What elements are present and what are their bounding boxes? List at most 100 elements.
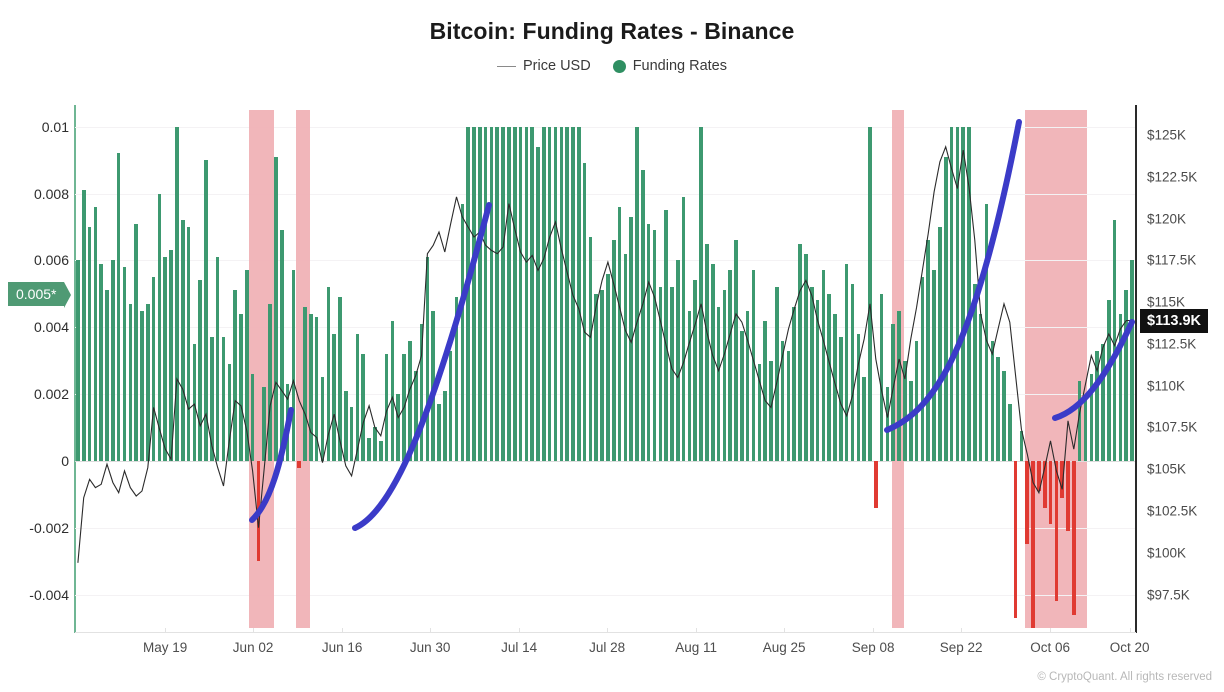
funding-rate-bar[interactable] bbox=[169, 250, 173, 461]
funding-rate-bar[interactable] bbox=[151, 277, 156, 461]
funding-rate-bar[interactable] bbox=[658, 287, 663, 461]
funding-rate-bar[interactable] bbox=[495, 126, 500, 461]
funding-rate-bar[interactable] bbox=[93, 206, 98, 461]
funding-rate-bar[interactable] bbox=[512, 126, 517, 461]
funding-rate-bar[interactable] bbox=[780, 340, 785, 461]
funding-rate-bar[interactable] bbox=[443, 390, 447, 461]
funding-rate-bar[interactable] bbox=[559, 126, 564, 461]
funding-rate-bar[interactable] bbox=[367, 437, 371, 461]
funding-rate-bar[interactable] bbox=[1083, 397, 1088, 461]
funding-rate-bar[interactable] bbox=[1112, 220, 1117, 461]
funding-rate-bar[interactable] bbox=[227, 363, 232, 461]
funding-rate-bar[interactable] bbox=[466, 126, 470, 461]
funding-rate-bar[interactable] bbox=[262, 387, 267, 461]
funding-rate-bar[interactable] bbox=[932, 270, 936, 461]
funding-rate-bar[interactable] bbox=[850, 283, 855, 461]
funding-rate-bar[interactable] bbox=[798, 243, 802, 461]
funding-rate-bar[interactable] bbox=[99, 263, 103, 461]
funding-rate-bar[interactable] bbox=[530, 126, 534, 461]
funding-rate-bar[interactable] bbox=[221, 337, 226, 461]
funding-rate-bar[interactable] bbox=[652, 230, 657, 461]
funding-rate-bar[interactable] bbox=[576, 126, 581, 461]
funding-rate-bar[interactable] bbox=[868, 126, 872, 461]
funding-rate-bar[interactable] bbox=[891, 323, 896, 461]
funding-rate-bar[interactable] bbox=[344, 390, 348, 461]
funding-rate-bar[interactable] bbox=[448, 350, 453, 461]
funding-rate-bar[interactable] bbox=[1042, 460, 1047, 508]
funding-rate-bar[interactable] bbox=[705, 243, 709, 461]
funding-rate-bar[interactable] bbox=[518, 126, 523, 461]
funding-rate-bar[interactable] bbox=[198, 280, 202, 461]
funding-rate-bar[interactable] bbox=[786, 350, 791, 461]
funding-rate-bar[interactable] bbox=[1025, 460, 1030, 545]
funding-rate-bar[interactable] bbox=[279, 230, 284, 461]
funding-rate-bar[interactable] bbox=[775, 287, 779, 461]
funding-rate-bar[interactable] bbox=[81, 190, 86, 461]
funding-rate-bar[interactable] bbox=[745, 310, 750, 461]
funding-rate-bar[interactable] bbox=[472, 126, 476, 461]
funding-rate-bar[interactable] bbox=[844, 263, 849, 461]
funding-rate-bar[interactable] bbox=[734, 240, 738, 461]
funding-rate-bar[interactable] bbox=[1089, 374, 1094, 461]
funding-rate-bar[interactable] bbox=[419, 323, 424, 461]
funding-rate-bar[interactable] bbox=[635, 126, 639, 461]
funding-rate-bar[interactable] bbox=[437, 404, 441, 461]
funding-rate-bar[interactable] bbox=[804, 253, 808, 461]
funding-rate-bar[interactable] bbox=[245, 270, 249, 461]
funding-rate-bar[interactable] bbox=[175, 126, 179, 461]
funding-rate-bar[interactable] bbox=[1048, 460, 1053, 525]
funding-rate-bar[interactable] bbox=[938, 226, 942, 461]
funding-rate-bar[interactable] bbox=[460, 203, 465, 461]
funding-rate-bar[interactable] bbox=[833, 313, 837, 461]
funding-rate-bar[interactable] bbox=[961, 126, 965, 461]
funding-rate-bar[interactable] bbox=[617, 206, 622, 461]
funding-rate-bar[interactable] bbox=[973, 283, 977, 461]
funding-rate-bar[interactable] bbox=[111, 260, 115, 461]
funding-rate-bar[interactable] bbox=[239, 313, 243, 461]
funding-rate-bar[interactable] bbox=[349, 407, 354, 461]
funding-rate-bar[interactable] bbox=[1095, 350, 1099, 461]
funding-rate-bar[interactable] bbox=[885, 387, 890, 461]
funding-rate-bar[interactable] bbox=[536, 146, 540, 461]
funding-rate-bar[interactable] bbox=[710, 263, 715, 461]
funding-rate-bar[interactable] bbox=[163, 257, 168, 461]
funding-rate-bar[interactable] bbox=[588, 236, 593, 461]
funding-rate-bar[interactable] bbox=[1118, 313, 1123, 461]
funding-rate-bar[interactable] bbox=[542, 126, 546, 461]
funding-rate-bar[interactable] bbox=[949, 126, 954, 461]
funding-rate-bar[interactable] bbox=[1019, 430, 1024, 461]
funding-rate-bar[interactable] bbox=[984, 203, 989, 461]
funding-rate-bar[interactable] bbox=[396, 394, 401, 461]
funding-rate-bar[interactable] bbox=[489, 126, 494, 461]
funding-rate-bar[interactable] bbox=[157, 193, 162, 461]
funding-rate-bar[interactable] bbox=[192, 343, 197, 461]
funding-rate-bar[interactable] bbox=[524, 126, 529, 461]
funding-rate-bar[interactable] bbox=[1054, 460, 1059, 602]
funding-rate-bar[interactable] bbox=[128, 303, 133, 461]
funding-rate-bar[interactable] bbox=[384, 353, 389, 461]
funding-rate-bar[interactable] bbox=[629, 216, 633, 461]
funding-rate-bar[interactable] bbox=[268, 303, 272, 461]
funding-rate-bar[interactable] bbox=[693, 280, 698, 461]
funding-rate-bar[interactable] bbox=[314, 317, 319, 461]
funding-rate-bar[interactable] bbox=[594, 293, 599, 461]
funding-rate-bar[interactable] bbox=[681, 196, 686, 461]
funding-rate-bar[interactable] bbox=[378, 440, 383, 461]
funding-rate-bar[interactable] bbox=[716, 307, 721, 461]
funding-rate-bar[interactable] bbox=[728, 270, 732, 461]
plot-area[interactable] bbox=[75, 110, 1135, 628]
funding-rate-bar[interactable] bbox=[996, 357, 1000, 461]
funding-rate-bar[interactable] bbox=[914, 340, 919, 461]
funding-rate-bar[interactable] bbox=[670, 287, 674, 461]
funding-rate-bar[interactable] bbox=[792, 307, 797, 461]
funding-rate-bar[interactable] bbox=[862, 377, 866, 461]
funding-rate-bar[interactable] bbox=[122, 267, 127, 461]
funding-rate-bar[interactable] bbox=[769, 360, 773, 461]
funding-rate-bar[interactable] bbox=[140, 310, 144, 461]
funding-rate-bar[interactable] bbox=[303, 307, 307, 461]
funding-rate-bar[interactable] bbox=[582, 163, 587, 461]
funding-rate-bar[interactable] bbox=[565, 126, 569, 461]
funding-rate-bar[interactable] bbox=[146, 303, 150, 461]
funding-rate-bar[interactable] bbox=[1130, 260, 1134, 461]
funding-rate-bar[interactable] bbox=[978, 313, 983, 461]
